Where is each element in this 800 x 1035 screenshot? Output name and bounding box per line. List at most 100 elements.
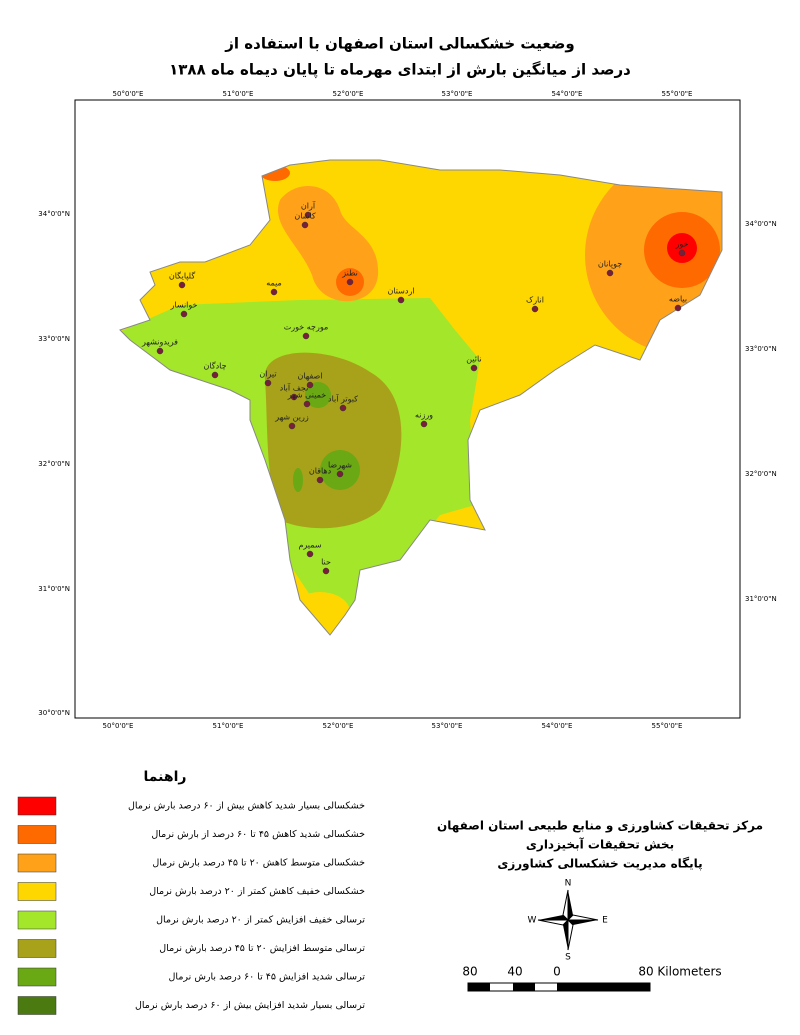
city-marker [674,304,682,312]
legend-swatch [17,796,57,816]
longitude-label: 54°0'0"E [552,90,583,98]
legend-swatch [17,910,57,930]
city-label: شهرضا [328,461,352,470]
city-label: خمینی شهر [287,391,326,400]
longitude-label: 55°0'0"E [662,90,693,98]
longitude-label: 51°0'0"E [223,90,254,98]
city-label: کبوتر آباد [328,394,358,404]
latitude-label: 33°0'0"N [745,345,777,353]
legend-swatch [17,939,57,958]
legend-label: ترسالی متوسط افزایش ۲۰ تا ۴۵ درصد بارش ن… [159,943,365,954]
city-label: نطنز [341,269,358,278]
arrow-part [537,919,570,926]
latitude-label: 34°0'0"N [38,210,70,218]
city-label: گلپایگان [169,271,195,281]
scale-label: 0 [553,965,561,979]
institute-line: مرکز تحقیقات کشاورزی و منابع طبیعی استان… [437,819,763,834]
legend-swatch [17,825,57,844]
city-label: ورزنه [415,411,433,420]
city-label: چادگان [203,361,226,371]
city-label: سمیرم [298,541,321,550]
longitude-label: 53°0'0"E [442,90,473,98]
city-marker [211,371,219,379]
city-label: مورچه خورت [284,323,329,332]
legend-label: خشکسالی متوسط کاهش ۲۰ تا ۴۵ درصد بارش نر… [152,858,365,869]
latitude-label: 31°0'0"N [38,585,70,593]
legend-label: ترسالی شدید افزایش ۴۵ تا ۶۰ درصد بارش نر… [169,972,366,983]
latitude-label: 31°0'0"N [745,595,777,603]
city-marker [316,476,324,484]
city-marker [290,393,298,401]
city-marker [178,281,186,289]
city-label: انارک [526,296,544,305]
institute-line: بخش تحقیقات آبخیزداری [526,837,674,852]
zone-severe-wet [320,450,360,490]
city-marker [606,269,614,277]
city-marker [322,567,330,575]
legend-label: ترسالی بسیار شدید افزایش بیش از ۶۰ درصد … [135,1000,365,1011]
city-marker [339,404,347,412]
latitude-label: 30°0'0"N [38,709,70,717]
compass-label: E [602,916,608,926]
city-label: فریدونشهر [141,338,178,347]
legend-swatch [17,853,57,873]
institute-line: پایگاه مدیریت خشکسالی کشاورزی [497,857,702,872]
longitude-label: 54°0'0"E [542,722,573,730]
title-line: وضعیت خشکسالی استان اصفهان با استفاده از [224,35,574,53]
city-marker [531,305,539,313]
legend-label: ترسالی خفیف افزایش کمتر از ۲۰ درصد بارش … [156,915,365,926]
latitude-label: 34°0'0"N [745,220,777,228]
arrow-part [568,920,598,925]
legend-label: خشکسالی بسیار شدید کاهش بیش از ۶۰ درصد ب… [128,801,365,812]
city-label: خوانسار [170,301,198,310]
legend-swatch [17,967,57,987]
compass-label: N [565,879,572,889]
city-label: کاشان [294,212,315,221]
longitude-label: 53°0'0"E [432,722,463,730]
city-label: میمه [266,279,282,288]
latitude-label: 32°0'0"N [38,460,70,468]
legend-title: راهنما [144,769,187,785]
north-arrow: N E S W [528,879,609,963]
city-marker [306,550,314,558]
compass-label: S [565,953,571,963]
legend-label: خشکسالی خفیف کاهش کمتر از ۲۰ درصد بارش ن… [149,886,365,897]
city-marker [336,470,344,478]
city-label: بیاضه [669,295,687,304]
city-marker [180,310,188,318]
legend-label: خشکسالی شدید کاهش ۴۵ تا ۶۰ درصد از بارش … [151,829,365,840]
scale-label: 80 Kilometers [638,965,721,979]
city-label: حنا [321,558,331,567]
city-marker [264,379,272,387]
longitude-label: 52°0'0"E [333,90,364,98]
city-label: اصفهان [297,372,322,381]
city-marker [470,364,478,372]
city-marker [302,332,310,340]
arrow-part [562,889,569,922]
city-marker [346,278,354,286]
latitude-label: 32°0'0"N [745,470,777,478]
city-label: نجف آباد [280,383,309,393]
city-marker [306,381,314,389]
latitude-label: 33°0'0"N [38,335,70,343]
longitude-label: 51°0'0"E [213,722,244,730]
city-label: تیران [259,370,276,379]
scale-label: 80 [462,965,477,979]
scale-segment [513,983,535,991]
city-marker [304,211,312,219]
city-marker [303,400,311,408]
city-label: آران [301,201,316,211]
longitude-label: 50°0'0"E [113,90,144,98]
zone-severe-wet [293,468,303,492]
arrow-part [538,915,568,920]
scale-segment [468,983,490,991]
longitude-label: 50°0'0"E [103,722,134,730]
city-marker [288,422,296,430]
city-label: زرین شهر [274,413,309,422]
city-label: نائین [466,355,481,364]
city-label: دهاقان [309,467,332,476]
arrow-part [568,890,573,920]
city-marker [301,221,309,229]
